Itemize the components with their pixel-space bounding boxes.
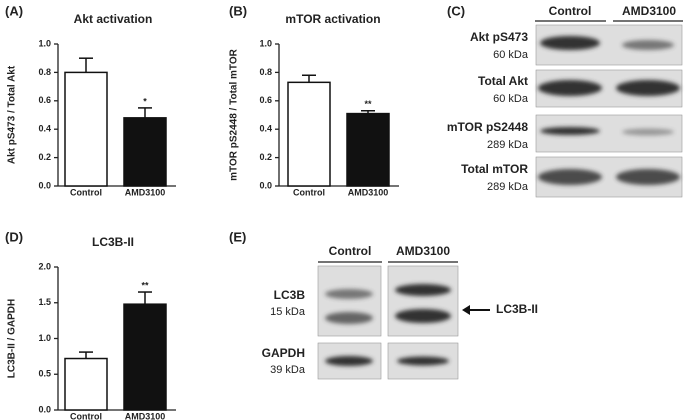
y-tick-label: 0.5 bbox=[38, 369, 51, 379]
x-tick-label: Control bbox=[70, 187, 102, 197]
y-axis-label: Akt pS473 / Total Akt bbox=[7, 65, 18, 164]
bar bbox=[123, 303, 167, 411]
y-tick-label: 0.0 bbox=[259, 180, 272, 190]
panel-label: (B) bbox=[229, 3, 247, 18]
y-tick-label: 0.2 bbox=[259, 152, 272, 162]
y-tick-label: 0.0 bbox=[38, 180, 51, 190]
y-tick-label: 0.4 bbox=[259, 124, 272, 134]
y-tick-label: 1.0 bbox=[38, 38, 51, 48]
blot-row-label: GAPDH bbox=[262, 346, 305, 360]
bar bbox=[64, 357, 108, 411]
x-tick-label: AMD3100 bbox=[348, 187, 389, 197]
significance: ** bbox=[141, 280, 149, 290]
panel-label: (D) bbox=[5, 229, 23, 244]
chart-title: LC3B-II bbox=[92, 235, 134, 249]
x-tick-label: Control bbox=[70, 411, 102, 420]
x-tick-label: AMD3100 bbox=[125, 411, 166, 420]
y-tick-label: 0.6 bbox=[259, 95, 272, 105]
x-tick-label: Control bbox=[293, 187, 325, 197]
significance: ** bbox=[364, 99, 372, 109]
panel-label: (C) bbox=[447, 3, 465, 18]
y-tick-label: 1.5 bbox=[38, 297, 51, 307]
blot-row-size: 15 kDa bbox=[270, 306, 306, 318]
panel-label: (E) bbox=[229, 229, 246, 244]
blot-row-label: mTOR pS2448 bbox=[447, 120, 528, 134]
blot-row-size: 39 kDa bbox=[270, 364, 306, 376]
y-tick-label: 0.0 bbox=[38, 404, 51, 414]
column-label: AMD3100 bbox=[396, 244, 450, 258]
y-tick-label: 0.6 bbox=[38, 95, 51, 105]
y-tick-label: 0.8 bbox=[259, 67, 272, 77]
blot-row-size: 289 kDa bbox=[487, 181, 529, 193]
chart-title: mTOR activation bbox=[285, 12, 380, 26]
bar bbox=[346, 112, 390, 187]
blot-row-label: Akt pS473 bbox=[470, 30, 528, 44]
blot-row-size: 289 kDa bbox=[487, 139, 529, 151]
y-tick-label: 0.4 bbox=[38, 124, 51, 134]
blot-row-size: 60 kDa bbox=[493, 93, 529, 105]
y-tick-label: 1.0 bbox=[259, 38, 272, 48]
significance: * bbox=[143, 96, 147, 106]
blot-row-label: LC3B bbox=[274, 288, 306, 302]
x-tick-label: AMD3100 bbox=[125, 187, 166, 197]
column-label: AMD3100 bbox=[622, 4, 676, 18]
blot-e-images bbox=[317, 265, 459, 380]
blot-row-size: 60 kDa bbox=[493, 49, 529, 61]
arrow-label: LC3B-II bbox=[496, 302, 538, 316]
bar bbox=[123, 117, 167, 187]
bar bbox=[287, 81, 331, 187]
y-axis-label: mTOR pS2448 / Total mTOR bbox=[229, 48, 240, 180]
chart-title: Akt activation bbox=[74, 12, 153, 26]
blot-row-label: Total mTOR bbox=[461, 162, 528, 176]
y-tick-label: 2.0 bbox=[38, 261, 51, 271]
blot-row-label: Total Akt bbox=[478, 74, 528, 88]
blot-c-images bbox=[535, 24, 683, 198]
column-label: Control bbox=[329, 244, 372, 258]
y-tick-label: 0.2 bbox=[38, 152, 51, 162]
arrow-head bbox=[462, 305, 470, 315]
y-axis-label: LC3B-II / GAPDH bbox=[7, 299, 18, 378]
bar bbox=[64, 71, 108, 187]
column-label: Control bbox=[549, 4, 592, 18]
y-tick-label: 0.8 bbox=[38, 67, 51, 77]
y-tick-label: 1.0 bbox=[38, 333, 51, 343]
panel-label: (A) bbox=[5, 3, 23, 18]
